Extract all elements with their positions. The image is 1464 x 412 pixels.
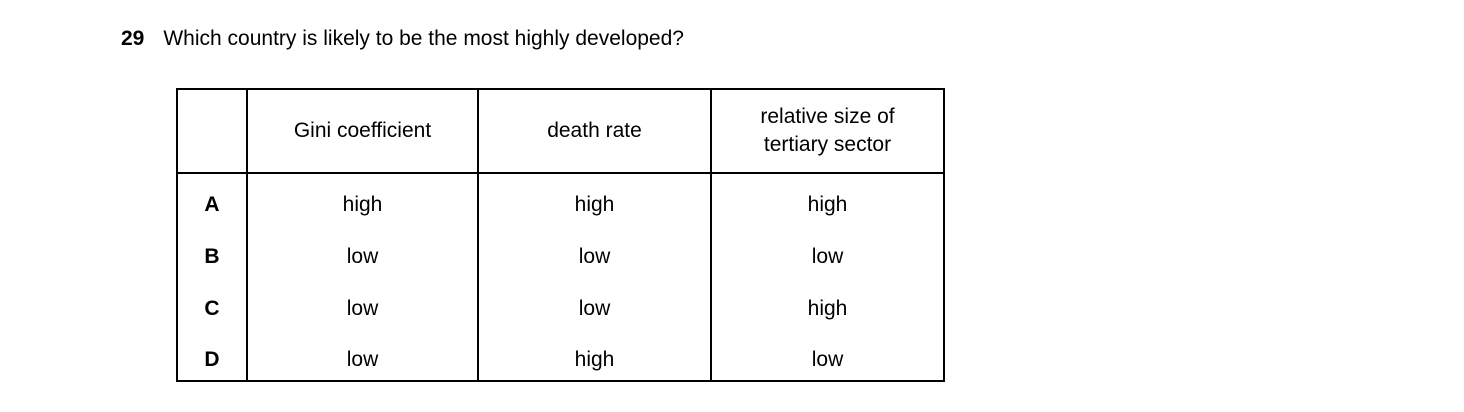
cell-gini: high [246,173,479,225]
option-letter: C [176,277,248,329]
cell-gini: low [246,277,479,329]
cell-gini: low [246,329,479,381]
option-letter: B [176,225,248,277]
cell-tertiary: high [710,173,945,225]
header-cell-gini-coefficient: Gini coefficient [246,89,479,174]
option-row-d: D low high low [176,329,945,381]
cell-tertiary: low [710,329,945,381]
option-letter: A [176,173,248,225]
cell-tertiary: low [710,225,945,277]
cell-death-rate: high [477,329,712,381]
option-row-a: A high high high [176,173,945,225]
question-line: 29 Which country is likely to be the mos… [121,27,684,51]
cell-death-rate: low [477,225,712,277]
header-cell-tertiary-sector: relative size of tertiary sector [710,89,945,174]
option-letter: D [176,329,248,381]
option-row-b: B low low low [176,225,945,277]
cell-death-rate: high [477,173,712,225]
header-row: Gini coefficient death rate relative siz… [176,89,945,174]
cell-gini: low [246,225,479,277]
question-number: 29 [121,27,145,50]
cell-tertiary: high [710,277,945,329]
header-cell-option [176,89,248,174]
options-table: Gini coefficient death rate relative siz… [176,88,945,382]
cell-death-rate: low [477,277,712,329]
header-cell-death-rate: death rate [477,89,712,174]
option-row-c: C low low high [176,277,945,329]
question-text: Which country is likely to be the most h… [163,27,684,50]
